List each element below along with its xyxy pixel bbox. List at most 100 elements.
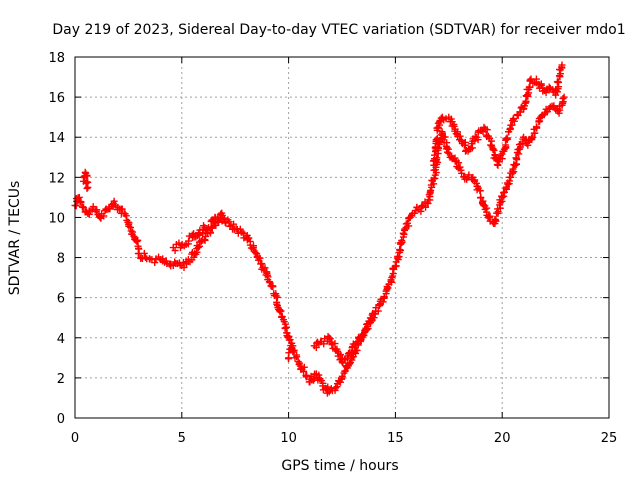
data-point: [526, 83, 534, 91]
data-point: [490, 146, 498, 154]
data-point: [510, 117, 518, 125]
data-point: [479, 201, 487, 209]
data-point: [129, 228, 137, 236]
data-point: [303, 372, 311, 380]
data-point: [185, 237, 193, 245]
data-point: [528, 133, 536, 141]
data-point: [461, 141, 469, 149]
y-tick-labels: 0 2 4 6 8 10 12 14 16 18: [48, 51, 65, 427]
data-point: [474, 136, 482, 144]
data-point: [405, 222, 413, 230]
data-point: [560, 93, 568, 101]
data-point: [269, 282, 277, 290]
data-point: [83, 184, 91, 192]
data-point: [289, 342, 297, 350]
data-point: [554, 78, 562, 86]
data-point: [333, 383, 341, 391]
data-point: [315, 371, 323, 379]
data-point: [110, 197, 118, 205]
data-point: [251, 249, 259, 257]
data-point: [85, 210, 93, 218]
data-point: [277, 307, 285, 315]
data-point: [273, 293, 281, 301]
data-point: [205, 224, 213, 232]
data-point: [210, 217, 218, 225]
data-point: [225, 218, 233, 226]
data-point: [505, 180, 513, 188]
y-axis-label: SDTVAR / TECUs: [7, 181, 23, 296]
data-point: [483, 208, 491, 216]
data-point: [524, 92, 532, 100]
data-point: [503, 134, 511, 142]
data-point: [531, 129, 539, 137]
data-point: [77, 198, 85, 206]
data-point: [384, 284, 392, 292]
x-tick-label: 25: [601, 431, 618, 446]
data-point: [141, 254, 149, 262]
data-point: [332, 384, 340, 392]
data-point: [195, 242, 203, 250]
data-point: [118, 205, 126, 213]
data-point: [83, 172, 91, 180]
data-point: [379, 298, 387, 306]
data-point: [476, 187, 484, 195]
data-point: [380, 293, 388, 301]
y-tick-label: 16: [48, 91, 65, 106]
data-point: [273, 300, 281, 308]
data-point: [456, 132, 464, 140]
data-point: [422, 203, 430, 211]
data-point: [75, 193, 83, 201]
data-point: [230, 220, 238, 228]
data-point: [398, 238, 406, 246]
data-point: [207, 229, 215, 237]
data-point: [133, 238, 141, 246]
data-point: [238, 228, 246, 236]
data-point: [320, 340, 328, 348]
data-point: [397, 246, 405, 254]
x-axis-label: GPS time / hours: [281, 458, 398, 474]
data-point: [388, 274, 396, 282]
data-point: [203, 225, 211, 233]
data-point: [456, 163, 464, 171]
x-tick-label: 20: [494, 431, 511, 446]
y-tick-label: 4: [57, 332, 65, 347]
data-point: [151, 259, 159, 267]
y-tick-label: 8: [57, 252, 65, 267]
data-point: [325, 334, 333, 342]
y-tick-label: 10: [48, 211, 65, 226]
data-point: [433, 134, 441, 142]
data-point: [441, 133, 449, 141]
data-point: [84, 183, 92, 191]
data-point: [492, 216, 500, 224]
data-point: [130, 232, 138, 240]
data-point: [431, 151, 439, 159]
data-point: [533, 124, 541, 132]
data-point: [363, 326, 371, 334]
data-point: [300, 367, 308, 375]
data-point: [489, 146, 497, 154]
data-point: [353, 346, 361, 354]
data-point: [556, 73, 564, 81]
data-point: [521, 102, 529, 110]
data-point: [80, 203, 88, 211]
data-point: [284, 355, 292, 363]
data-point: [401, 225, 409, 233]
data-point: [72, 202, 80, 210]
data-point: [307, 372, 315, 380]
data-point: [180, 263, 188, 271]
data-point: [285, 349, 293, 357]
x-tick-labels: 0 5 10 15 20 25: [71, 431, 617, 446]
data-point: [502, 143, 510, 151]
data-point: [93, 206, 101, 214]
y-tick-label: 6: [57, 292, 65, 307]
data-point: [272, 292, 280, 300]
data-point: [445, 149, 453, 157]
data-point: [293, 353, 301, 361]
data-point: [140, 249, 148, 257]
data-point: [76, 197, 84, 205]
data-point: [364, 325, 372, 333]
data-point: [159, 255, 167, 263]
data-point: [559, 98, 567, 106]
plot-frame: [74, 56, 610, 419]
